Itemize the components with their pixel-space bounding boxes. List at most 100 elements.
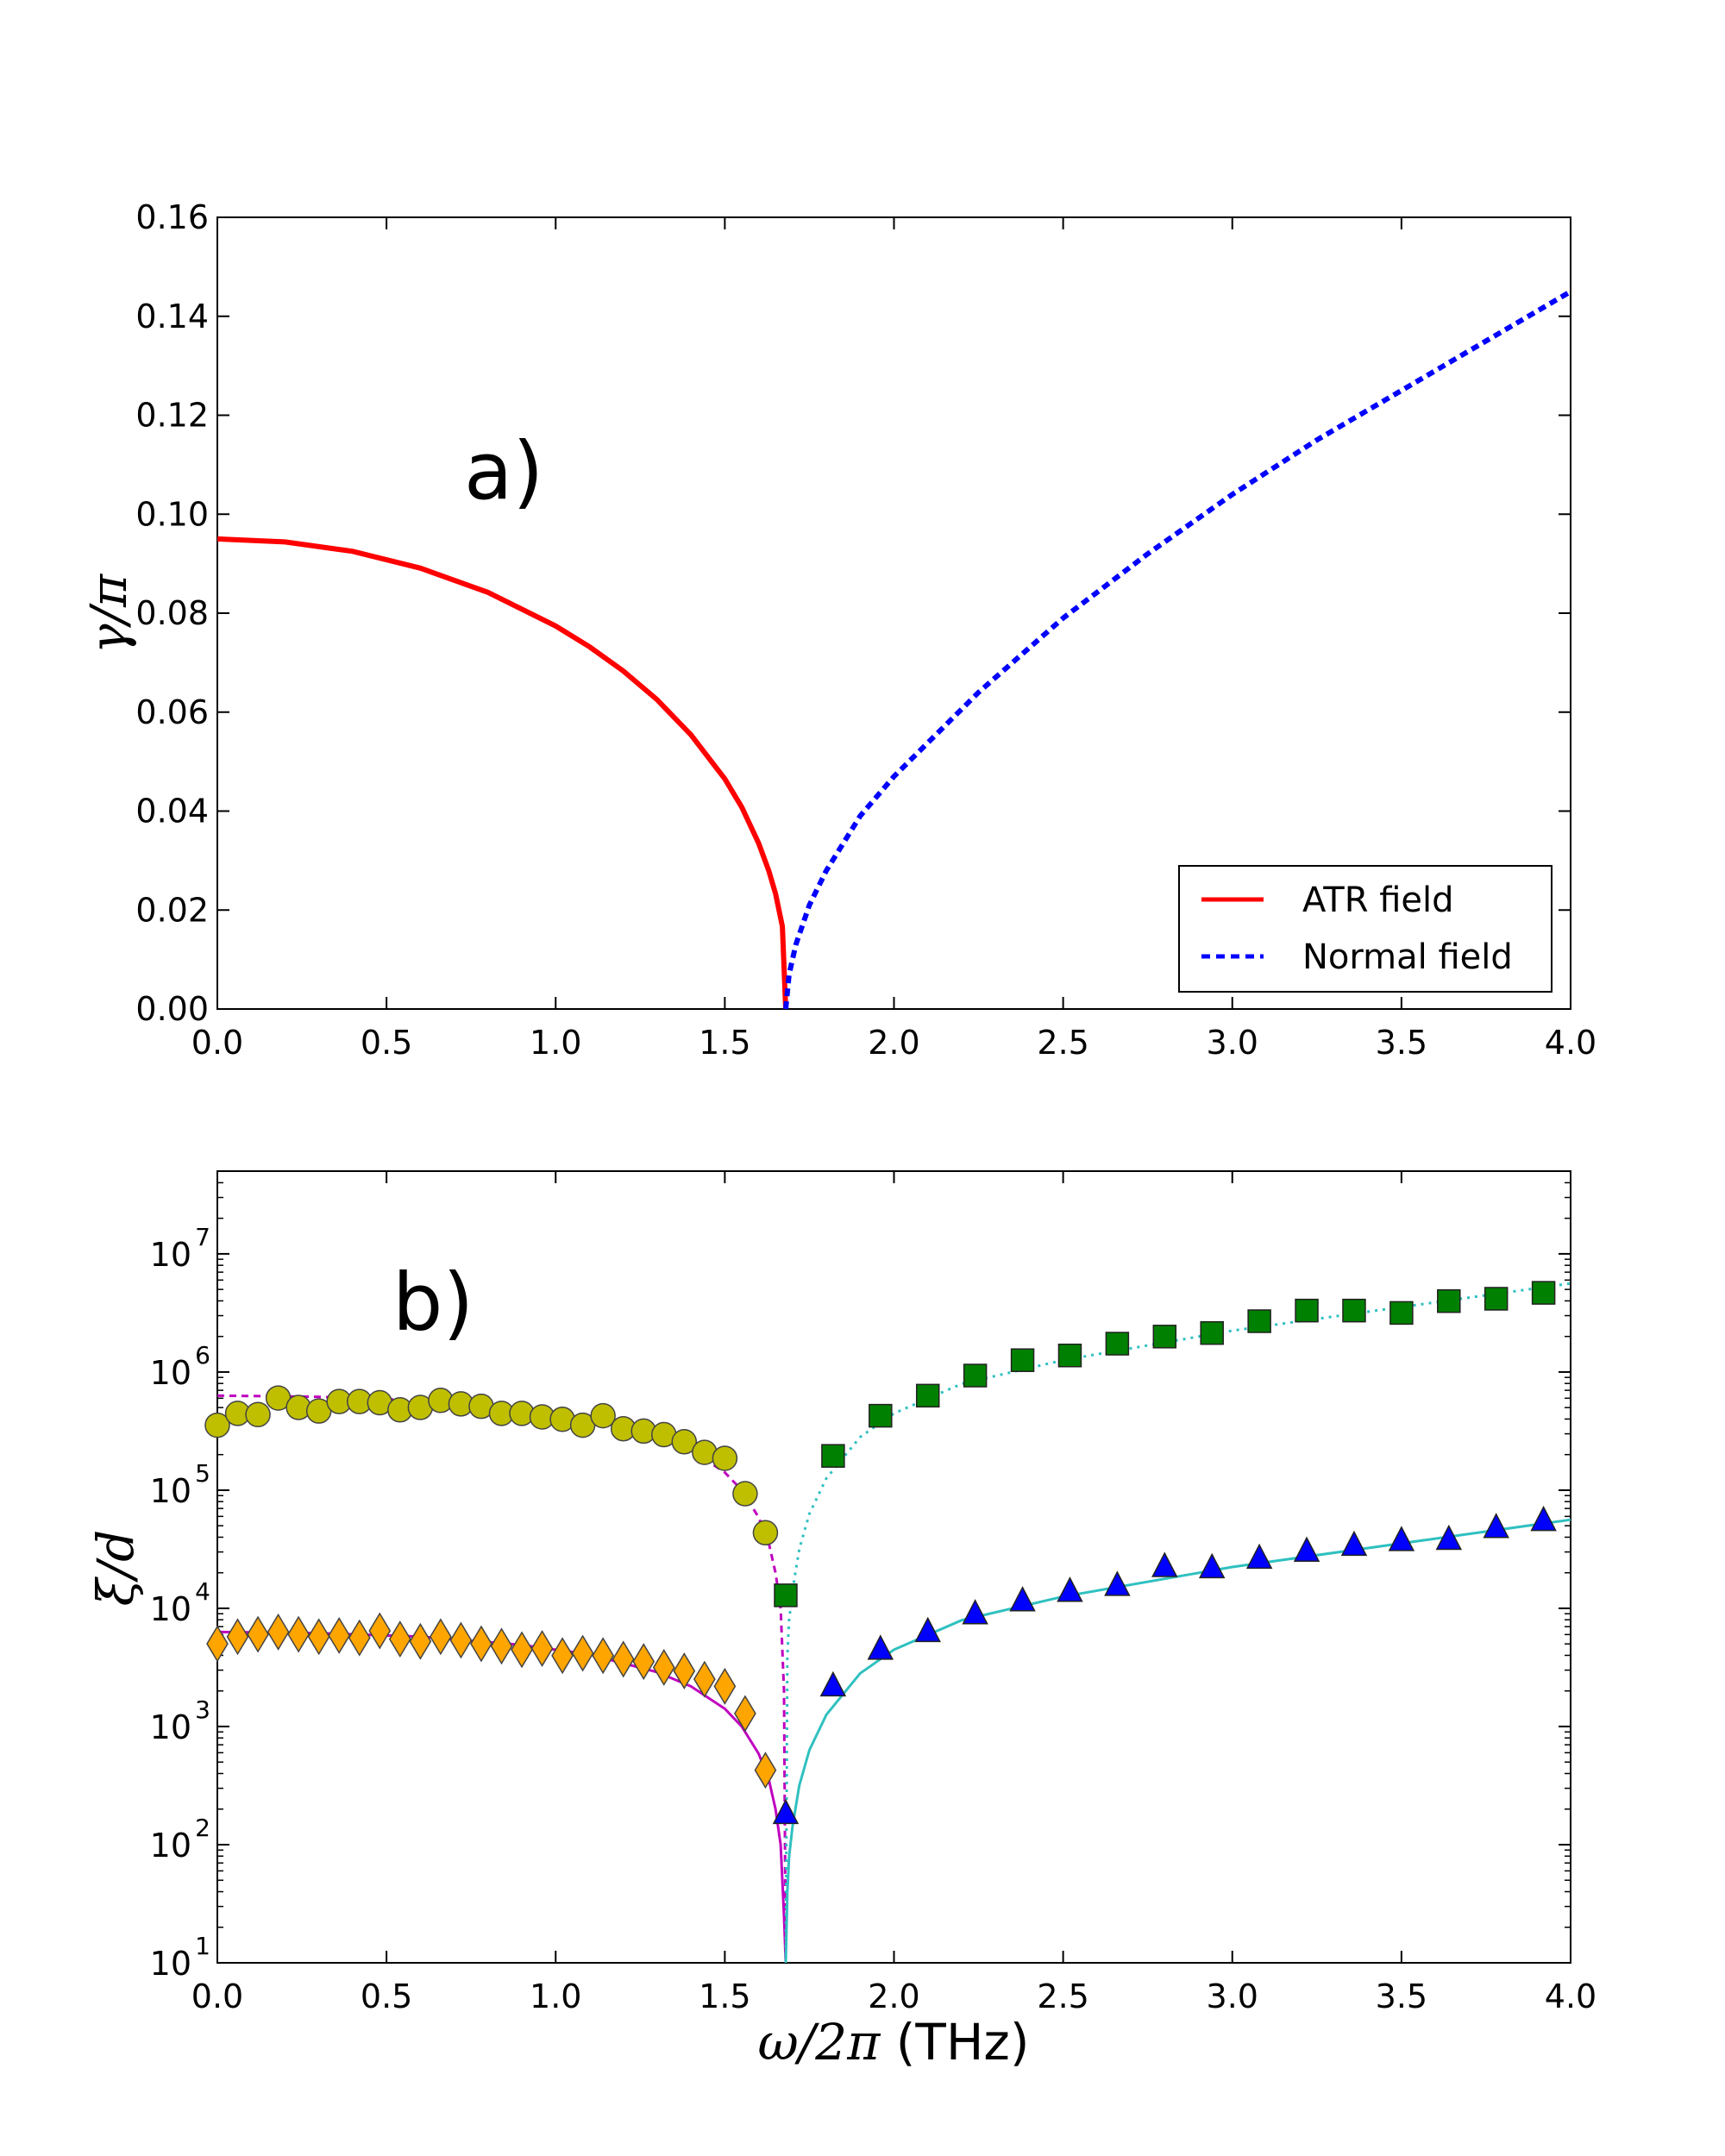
square-marker <box>1010 1348 1035 1372</box>
panel-b-label: b) <box>392 1257 474 1349</box>
b-xtick-label: 4.0 <box>1545 1977 1596 2015</box>
diamond-marker <box>388 1620 411 1658</box>
b-ytick-exp: 2 <box>195 1814 210 1842</box>
legend-normal-label: Normal field <box>1302 937 1513 977</box>
square-marker <box>915 1383 940 1408</box>
b-ytick-base: 10 <box>150 1827 191 1865</box>
diamond-marker <box>470 1625 492 1663</box>
square-marker <box>963 1363 988 1388</box>
square-marker <box>1484 1287 1509 1311</box>
triangle-marker <box>819 1670 847 1697</box>
diamond-marker <box>734 1695 756 1733</box>
triangle-marker <box>1530 1505 1557 1532</box>
triangle-marker <box>1104 1570 1131 1596</box>
diamond-marker <box>713 1667 737 1705</box>
diamond-marker <box>287 1615 310 1653</box>
square-marker <box>1437 1288 1461 1313</box>
xlabel-unit: (THz) <box>896 2013 1030 2071</box>
diamond-marker <box>226 1618 249 1656</box>
square-marker <box>1057 1343 1082 1368</box>
circle-marker <box>590 1402 616 1429</box>
diamond-marker <box>267 1613 290 1651</box>
a-xtick-label: 0.0 <box>191 1024 243 1062</box>
square-marker <box>1295 1298 1319 1323</box>
b-ytick-exp: 7 <box>195 1223 210 1251</box>
diamond-marker <box>206 1625 229 1663</box>
diamond-marker <box>652 1649 675 1686</box>
panel-b-ticks: 0.0 0.5 1.0 1.5 2.0 2.5 3.0 3.5 4.010 110 210 310 41… <box>150 1170 1596 2015</box>
square-marker <box>1389 1300 1414 1326</box>
b-ytick-exp: 4 <box>195 1577 210 1606</box>
a-ytick-label: 0.06 <box>135 693 209 731</box>
triangle-marker <box>1340 1530 1368 1557</box>
circle-marker <box>204 1412 230 1438</box>
square-marker <box>1342 1298 1366 1323</box>
b-xtick-label: 0.5 <box>361 1977 412 2015</box>
diamond-marker <box>530 1630 554 1667</box>
triangle-marker <box>962 1599 988 1625</box>
circle-marker <box>752 1520 779 1546</box>
square-marker <box>869 1403 893 1428</box>
triangle-marker <box>867 1634 894 1660</box>
triangle-marker <box>1483 1513 1509 1539</box>
triangle-marker <box>1009 1586 1036 1612</box>
atr-field-line <box>216 536 788 1010</box>
triangle-marker <box>1057 1576 1083 1602</box>
b-ytick-base: 10 <box>150 1945 191 1983</box>
panel-a-ticks: 0.0 0.5 1.0 1.5 2.0 2.5 3.0 3.5 4.0 0.00 0.02 0.04 0… <box>135 198 1596 1062</box>
b-ytick-base: 10 <box>150 1236 191 1274</box>
square-marker <box>821 1444 845 1468</box>
diamond-marker <box>612 1640 635 1678</box>
b-xtick-label: 3.5 <box>1376 1977 1427 2015</box>
b-xtick-label: 2.5 <box>1037 1977 1088 2015</box>
xlabel-math: ω/2π <box>757 2013 881 2071</box>
diamond-marker <box>430 1618 452 1656</box>
atr-upper-fit-line <box>216 1394 787 1964</box>
panel-b-xlabel: ω/2π (THz) <box>757 2013 1029 2071</box>
square-marker <box>1105 1332 1130 1356</box>
a-xtick-label: 0.5 <box>361 1024 412 1062</box>
a-xtick-label: 1.0 <box>530 1024 581 1062</box>
diamond-marker <box>754 1752 777 1789</box>
b-xtick-label: 3.0 <box>1207 1977 1258 2015</box>
triangle-marker <box>1435 1524 1463 1551</box>
circle-marker <box>245 1401 271 1428</box>
b-ytick-base: 10 <box>150 1590 191 1628</box>
a-ytick-label: 0.10 <box>135 495 209 533</box>
a-ytick-label: 0.00 <box>135 990 209 1028</box>
b-xtick-label: 1.0 <box>530 1977 581 2015</box>
diamond-marker <box>592 1637 615 1675</box>
b-xtick-label: 0.0 <box>191 1977 243 2015</box>
circle-marker <box>712 1445 738 1471</box>
triangle-marker <box>914 1616 941 1643</box>
triangle-marker <box>1151 1551 1178 1577</box>
diamond-marker <box>368 1612 392 1650</box>
b-ytick-base: 10 <box>150 1472 191 1510</box>
normal-upper-fit-line <box>784 1282 1571 1964</box>
triangle-marker <box>1245 1543 1273 1570</box>
b-ytick-base: 10 <box>150 1354 191 1392</box>
diamond-marker <box>490 1627 513 1665</box>
a-ytick-label: 0.12 <box>135 397 209 435</box>
b-ytick-exp: 1 <box>195 1932 210 1960</box>
a-ytick-label: 0.04 <box>135 793 209 830</box>
triangle-marker <box>1388 1526 1415 1551</box>
panel-b-ylabel: ξ/d <box>86 1530 145 1607</box>
b-ytick-exp: 6 <box>195 1341 210 1369</box>
a-xtick-label: 1.5 <box>699 1024 750 1062</box>
a-ytick-label: 0.16 <box>135 198 209 236</box>
diamond-marker <box>693 1660 716 1698</box>
square-marker <box>774 1583 798 1608</box>
triangle-marker <box>1198 1552 1226 1579</box>
normal-field-line <box>783 289 1572 1010</box>
a-ytick-label: 0.14 <box>135 298 209 335</box>
square-marker <box>1200 1320 1224 1345</box>
diamond-marker <box>409 1622 432 1660</box>
legend-box <box>1178 865 1552 993</box>
diamond-marker <box>673 1652 696 1690</box>
circle-marker <box>732 1481 758 1507</box>
a-xtick-label: 3.0 <box>1207 1024 1258 1062</box>
a-ytick-label: 0.08 <box>135 594 209 632</box>
